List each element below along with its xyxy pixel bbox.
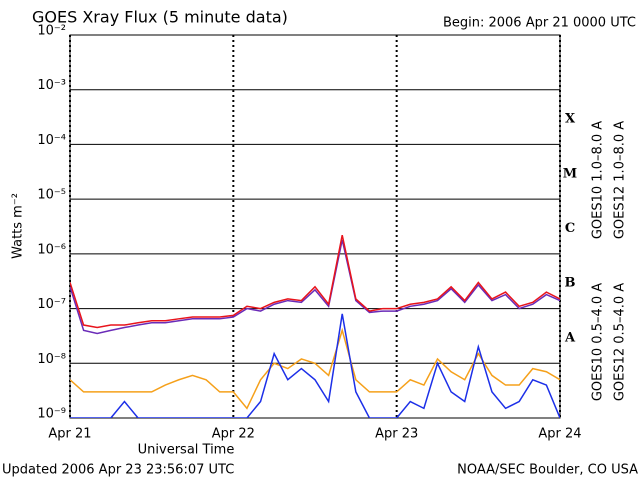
y-tick-label: 10⁻⁹: [37, 407, 66, 422]
flare-class-label: A: [564, 330, 576, 345]
footer-left: Updated 2006 Apr 23 23:56:07 UTC: [2, 463, 234, 478]
series-line: [70, 327, 560, 410]
plot-area: [70, 234, 560, 418]
series-line: [70, 234, 560, 329]
x-tick-label: Apr 24: [538, 427, 581, 442]
legend-entry: GOES12 0.5–4.0 A: [613, 283, 628, 401]
chart-title: GOES Xray Flux (5 minute data): [32, 8, 288, 27]
x-tick-label: Apr 23: [375, 427, 418, 442]
series-line: [70, 313, 560, 418]
x-tick-label: Apr 22: [212, 427, 255, 442]
y-axis-label: Watts m⁻²: [11, 193, 26, 259]
subtitle: Begin: 2006 Apr 21 0000 UTC: [443, 16, 636, 31]
x-tick-label: Apr 21: [48, 427, 91, 442]
flare-class-label: X: [565, 112, 576, 127]
y-tick-label: 10⁻⁵: [37, 188, 66, 203]
legend-entry: GOES10 0.5–4.0 A: [591, 283, 606, 401]
footer-right: NOAA/SEC Boulder, CO USA: [457, 463, 638, 478]
series-line: [70, 239, 560, 335]
y-tick-label: 10⁻³: [37, 78, 66, 93]
flare-class-label: B: [565, 276, 576, 291]
legend-entry: GOES12 1.0–8.0 A: [613, 121, 628, 239]
y-tick-label: 10⁻⁷: [37, 297, 66, 312]
plot-frame: [69, 34, 561, 419]
y-tick-label: 10⁻⁴: [37, 133, 66, 148]
flare-class-label: C: [565, 221, 575, 236]
flare-class-label: M: [563, 166, 577, 181]
y-tick-label: 10⁻⁸: [37, 352, 66, 367]
y-tick-label: 10⁻²: [37, 24, 66, 39]
x-axis-label: Universal Time: [138, 443, 235, 458]
y-tick-label: 10⁻⁶: [37, 242, 66, 257]
legend-entry: GOES10 1.0–8.0 A: [591, 121, 606, 239]
